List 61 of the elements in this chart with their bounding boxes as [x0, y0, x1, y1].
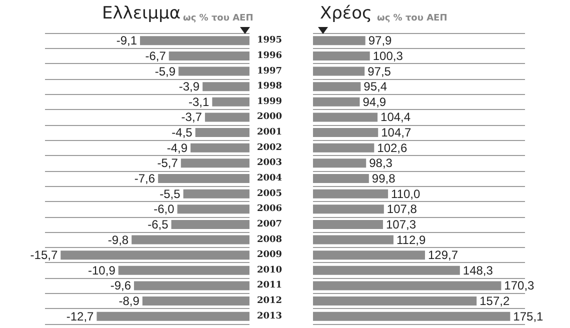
data-label: 100,3	[372, 48, 404, 63]
data-label: -12,7	[66, 309, 94, 324]
data-label: 104,7	[381, 126, 412, 140]
data-label: -3,9	[178, 80, 200, 94]
data-label: -3,1	[188, 94, 210, 109]
data-label: 129,7	[428, 248, 458, 262]
data-label: 102,6	[377, 140, 408, 155]
data-label: -5,5	[160, 186, 181, 201]
data-label: 99,8	[372, 172, 396, 186]
chart-title: Χρέος	[320, 4, 372, 24]
data-label: -5,7	[157, 156, 178, 170]
chart-subtitle: ως % του ΑΕΠ	[183, 14, 254, 24]
y-tick-label: 2008	[256, 234, 282, 245]
y-tick-label: 2011	[256, 280, 282, 291]
data-label: 97,9	[368, 34, 392, 48]
data-label: -7,6	[134, 172, 156, 186]
data-label: 94,9	[362, 94, 386, 109]
y-tick-label: 2010	[256, 265, 282, 276]
y-tick-label: 2012	[256, 296, 282, 306]
y-tick-label: 2013	[256, 311, 282, 322]
y-tick-label: 2000	[256, 112, 282, 122]
data-label: -15,7	[30, 248, 58, 262]
chart-subtitle: ως % του ΑΕΠ	[377, 14, 448, 24]
y-tick-label: 2001	[256, 128, 282, 138]
data-label: 148,3	[462, 263, 494, 278]
data-label: -8,9	[118, 294, 140, 308]
y-tick-label: 1996	[256, 50, 282, 61]
y-tick-label: 2006	[256, 204, 282, 214]
data-label: 107,8	[386, 202, 418, 216]
data-label: 157,2	[480, 294, 510, 308]
data-label: -9,8	[108, 232, 129, 247]
y-tick-label: 1997	[256, 66, 282, 76]
y-tick-label: 1999	[256, 96, 282, 107]
data-label: -9,6	[110, 278, 132, 293]
data-label: -10,9	[88, 263, 116, 278]
data-label: -4,9	[166, 140, 188, 155]
data-label: 95,4	[364, 80, 388, 94]
data-label: 97,5	[368, 64, 392, 78]
y-tick-label: 2009	[256, 250, 282, 260]
y-tick-label: 2002	[256, 142, 282, 153]
chart-title: Ελλειμμα	[102, 4, 181, 24]
data-label: 112,9	[396, 232, 426, 247]
data-label: -9,1	[116, 34, 138, 48]
data-label: -3,7	[181, 110, 202, 124]
data-label: 107,3	[386, 217, 416, 232]
y-tick-label: 1998	[256, 82, 282, 92]
data-label: -5,9	[154, 64, 176, 78]
data-label: 175,1	[513, 309, 544, 324]
y-tick-label: 2003	[256, 158, 282, 168]
data-label: 98,3	[369, 156, 393, 170]
data-label: 110,0	[391, 186, 421, 201]
data-label: 170,3	[504, 278, 535, 293]
data-label: 104,4	[380, 110, 411, 124]
y-tick-label: 2005	[256, 188, 282, 199]
data-label: -6,5	[148, 217, 169, 232]
data-label: -6,0	[154, 202, 175, 216]
data-label: -6,7	[145, 48, 166, 63]
y-tick-label: 1995	[256, 36, 282, 46]
y-tick-label: 2004	[256, 174, 282, 184]
data-label: -4,5	[172, 126, 193, 140]
y-tick-label: 2007	[256, 219, 282, 230]
